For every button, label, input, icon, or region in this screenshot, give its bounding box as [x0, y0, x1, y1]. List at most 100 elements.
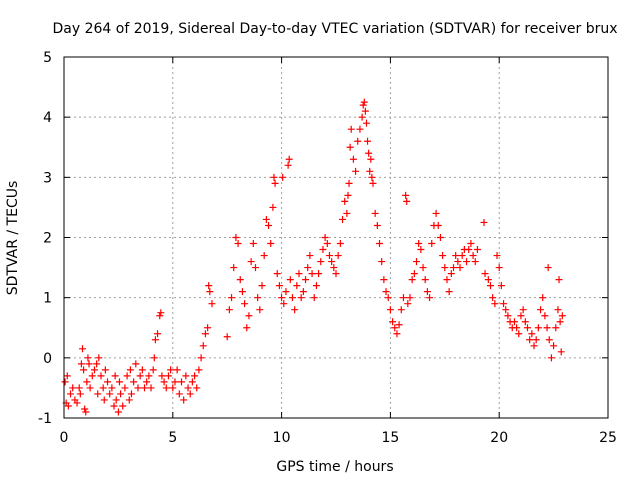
data-point [365, 149, 373, 157]
data-point [195, 366, 203, 374]
data-point [112, 396, 120, 404]
data-point [339, 215, 347, 223]
data-point [73, 399, 81, 407]
data-point [406, 294, 414, 302]
data-point [471, 258, 479, 266]
data-point [336, 240, 344, 248]
data-point [419, 264, 427, 272]
data-point [491, 300, 499, 308]
data-point [530, 342, 538, 350]
data-point [317, 258, 325, 266]
data-point [366, 167, 374, 175]
data-point [315, 270, 323, 278]
data-point [90, 366, 98, 374]
data-point [138, 366, 146, 374]
data-point [188, 378, 196, 386]
data-point [369, 179, 377, 187]
data-point [171, 378, 179, 386]
data-point [408, 276, 416, 284]
data-point [201, 330, 209, 338]
data-point [197, 354, 205, 362]
data-point [334, 252, 342, 260]
data-point [254, 294, 262, 302]
data-point [295, 270, 303, 278]
data-point [121, 384, 129, 392]
y-axis-label: SDTVAR / TECUs [5, 181, 21, 296]
data-point [115, 378, 123, 386]
data-point [297, 294, 305, 302]
data-point [123, 372, 131, 380]
data-point [117, 390, 125, 398]
data-point [362, 119, 370, 127]
data-point [356, 125, 364, 133]
data-point [130, 378, 138, 386]
data-point [267, 240, 275, 248]
data-point [223, 333, 231, 341]
data-point [114, 408, 122, 416]
data-point [519, 306, 527, 314]
chart-title: Day 264 of 2019, Sidereal Day-to-day VTE… [52, 21, 617, 37]
x-tick-label: 25 [599, 430, 617, 446]
data-point [458, 252, 466, 260]
data-point [191, 372, 199, 380]
data-point [328, 258, 336, 266]
data-point [154, 330, 162, 338]
data-point [284, 161, 292, 169]
data-point [293, 282, 301, 290]
data-point [557, 348, 565, 356]
data-point [119, 402, 127, 410]
data-point [101, 366, 109, 374]
data-point [169, 384, 177, 392]
data-point [465, 246, 473, 254]
data-point [436, 234, 444, 241]
data-point [199, 342, 207, 350]
data-point [346, 143, 354, 151]
data-point [493, 252, 501, 260]
data-point [402, 191, 410, 199]
data-point [241, 300, 249, 308]
data-point [80, 366, 88, 374]
data-point [81, 405, 89, 413]
data-point [308, 270, 316, 278]
data-point [280, 300, 288, 308]
data-point [312, 282, 320, 290]
data-point [150, 354, 158, 362]
data-point [278, 294, 286, 302]
data-point [486, 282, 494, 290]
data-point [393, 330, 401, 338]
data-point [104, 378, 112, 386]
x-tick-label: 5 [168, 430, 177, 446]
data-point [167, 366, 175, 374]
y-tick-label: 2 [43, 231, 52, 247]
data-point [262, 215, 270, 223]
data-point [157, 309, 165, 317]
data-point [258, 282, 266, 290]
data-point [360, 98, 368, 106]
data-point [285, 155, 293, 163]
data-point [82, 408, 90, 416]
data-point [489, 294, 497, 302]
data-point [299, 288, 307, 296]
data-point [243, 324, 251, 332]
data-point [467, 240, 475, 248]
data-point [352, 167, 360, 175]
data-point [279, 173, 287, 181]
data-point [541, 312, 549, 320]
data-point [180, 396, 188, 404]
data-point [78, 345, 86, 353]
data-point [382, 288, 390, 296]
data-point [332, 270, 340, 278]
data-point [288, 294, 296, 302]
data-point [552, 324, 560, 332]
data-point [384, 294, 392, 302]
data-point [532, 336, 540, 344]
y-tick-label: 3 [43, 170, 52, 186]
data-point [151, 336, 159, 344]
data-point [417, 246, 425, 254]
data-point [178, 378, 186, 386]
data-point [173, 366, 181, 374]
data-point [145, 372, 153, 380]
data-point [156, 312, 164, 320]
data-point [544, 264, 552, 272]
data-point [502, 306, 510, 314]
